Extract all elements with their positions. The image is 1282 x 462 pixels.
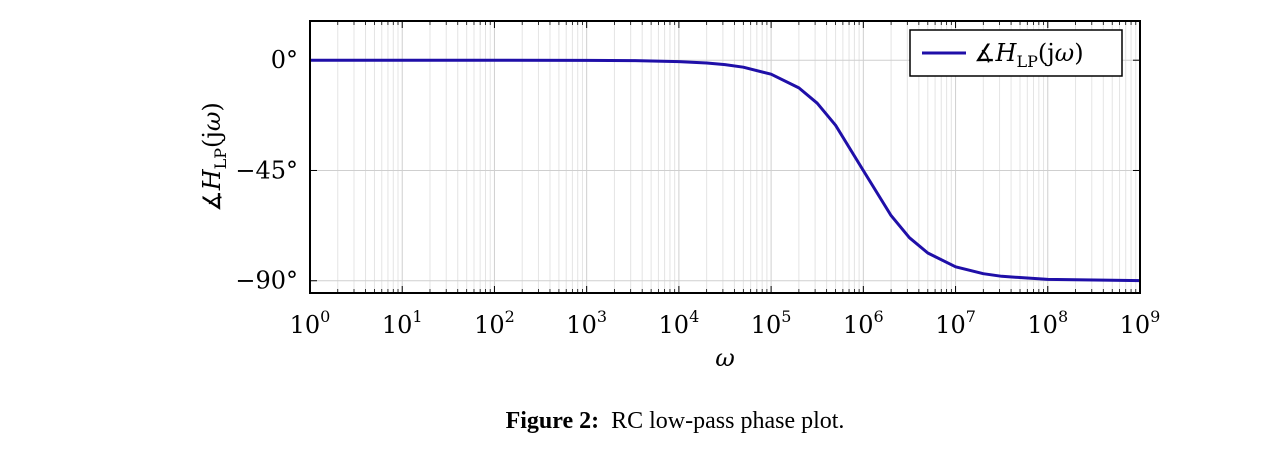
series-line <box>310 58 1141 283</box>
x-tick-label: 105 <box>751 307 792 339</box>
x-tick-label: 100 <box>290 307 331 339</box>
x-axis-label: ω <box>715 344 735 372</box>
x-tick-label: 101 <box>382 307 423 339</box>
caption-text: RC low-pass phase plot. <box>611 408 845 434</box>
y-tick-label: 0° <box>271 46 298 74</box>
y-axis-ticks: 0° −45° −90° <box>235 46 1140 295</box>
x-axis-ticks: 100 101 102 103 104 105 106 107 108 109 <box>290 21 1161 339</box>
legend: ∡HLP(jω) <box>909 29 1123 77</box>
x-tick-label: 108 <box>1027 307 1068 339</box>
x-tick-label: 104 <box>659 307 700 339</box>
figure-caption: Figure 2: RC low-pass phase plot. <box>0 408 1282 435</box>
phase-plot: 0°−45°−90° 100 101 102 103 104 105 106 107 108 10… <box>198 20 1161 372</box>
x-tick-label: 103 <box>566 307 607 339</box>
x-tick-label: 109 <box>1120 307 1161 339</box>
x-tick-label: 102 <box>474 307 515 339</box>
y-axis-label: ∡HLP(jω) <box>198 102 230 212</box>
caption-figure-label: Figure 2: <box>505 408 600 434</box>
legend-series-label: ∡HLP(jω) <box>974 39 1084 71</box>
y-tick-label: −45° <box>235 156 298 184</box>
series <box>310 58 1141 283</box>
x-tick-label: 107 <box>935 307 976 339</box>
plot-frame <box>309 20 1141 294</box>
y-tick-label: −90° <box>235 267 298 295</box>
x-tick-label: 106 <box>843 307 884 339</box>
